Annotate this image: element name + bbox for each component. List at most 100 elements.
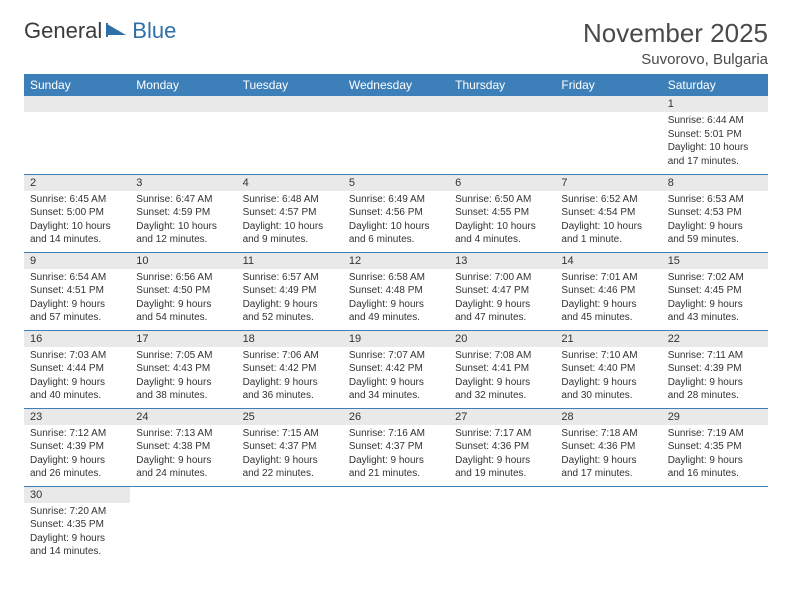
sunset-text: Sunset: 4:59 PM: [136, 206, 230, 220]
sunrise-text: Sunrise: 7:07 AM: [349, 349, 443, 363]
calendar-cell: 5Sunrise: 6:49 AMSunset: 4:56 PMDaylight…: [343, 174, 449, 252]
sunset-text: Sunset: 4:54 PM: [561, 206, 655, 220]
cell-details: Sunrise: 6:50 AMSunset: 4:55 PMDaylight:…: [449, 191, 555, 251]
daylight-text: Daylight: 9 hours and 17 minutes.: [561, 454, 655, 481]
sunset-text: Sunset: 4:36 PM: [455, 440, 549, 454]
sunrise-text: Sunrise: 6:44 AM: [668, 114, 762, 128]
day-number: 25: [237, 409, 343, 425]
calendar-cell: 13Sunrise: 7:00 AMSunset: 4:47 PMDayligh…: [449, 252, 555, 330]
calendar-cell-empty: [130, 96, 236, 174]
calendar-cell-empty: [237, 486, 343, 564]
calendar-cell: 15Sunrise: 7:02 AMSunset: 4:45 PMDayligh…: [662, 252, 768, 330]
calendar-cell: 30Sunrise: 7:20 AMSunset: 4:35 PMDayligh…: [24, 486, 130, 564]
day-header-row: SundayMondayTuesdayWednesdayThursdayFrid…: [24, 74, 768, 96]
day-number: 11: [237, 253, 343, 269]
cell-details: Sunrise: 6:48 AMSunset: 4:57 PMDaylight:…: [237, 191, 343, 251]
cell-details: Sunrise: 7:08 AMSunset: 4:41 PMDaylight:…: [449, 347, 555, 407]
day-number: 19: [343, 331, 449, 347]
day-number: 14: [555, 253, 661, 269]
sunset-text: Sunset: 4:44 PM: [30, 362, 124, 376]
cell-details: Sunrise: 7:01 AMSunset: 4:46 PMDaylight:…: [555, 269, 661, 329]
day-number: [237, 487, 343, 503]
sunrise-text: Sunrise: 7:13 AM: [136, 427, 230, 441]
daylight-text: Daylight: 9 hours and 16 minutes.: [668, 454, 762, 481]
daylight-text: Daylight: 9 hours and 47 minutes.: [455, 298, 549, 325]
day-number: 5: [343, 175, 449, 191]
sunset-text: Sunset: 4:42 PM: [349, 362, 443, 376]
logo-text-a: General: [24, 18, 102, 44]
day-number: 13: [449, 253, 555, 269]
daylight-text: Daylight: 9 hours and 38 minutes.: [136, 376, 230, 403]
daylight-text: Daylight: 10 hours and 1 minute.: [561, 220, 655, 247]
day-number: 9: [24, 253, 130, 269]
calendar-cell-empty: [130, 486, 236, 564]
cell-details: Sunrise: 7:19 AMSunset: 4:35 PMDaylight:…: [662, 425, 768, 485]
day-header: Friday: [555, 74, 661, 96]
daylight-text: Daylight: 9 hours and 52 minutes.: [243, 298, 337, 325]
sunset-text: Sunset: 4:48 PM: [349, 284, 443, 298]
daylight-text: Daylight: 9 hours and 14 minutes.: [30, 532, 124, 559]
logo-text-b: Blue: [132, 18, 176, 44]
cell-details: Sunrise: 6:54 AMSunset: 4:51 PMDaylight:…: [24, 269, 130, 329]
brand-logo: General Blue: [24, 18, 176, 44]
calendar-cell: 4Sunrise: 6:48 AMSunset: 4:57 PMDaylight…: [237, 174, 343, 252]
sunset-text: Sunset: 4:47 PM: [455, 284, 549, 298]
cell-details: Sunrise: 7:07 AMSunset: 4:42 PMDaylight:…: [343, 347, 449, 407]
sunset-text: Sunset: 4:37 PM: [243, 440, 337, 454]
day-number: 1: [662, 96, 768, 112]
sunset-text: Sunset: 5:01 PM: [668, 128, 762, 142]
calendar-cell-empty: [449, 486, 555, 564]
daylight-text: Daylight: 9 hours and 57 minutes.: [30, 298, 124, 325]
daylight-text: Daylight: 9 hours and 45 minutes.: [561, 298, 655, 325]
calendar-cell-empty: [555, 96, 661, 174]
daylight-text: Daylight: 9 hours and 49 minutes.: [349, 298, 443, 325]
sunset-text: Sunset: 4:55 PM: [455, 206, 549, 220]
cell-details: Sunrise: 6:52 AMSunset: 4:54 PMDaylight:…: [555, 191, 661, 251]
calendar-cell: 26Sunrise: 7:16 AMSunset: 4:37 PMDayligh…: [343, 408, 449, 486]
day-number: [130, 96, 236, 112]
daylight-text: Daylight: 9 hours and 59 minutes.: [668, 220, 762, 247]
calendar-cell: 2Sunrise: 6:45 AMSunset: 5:00 PMDaylight…: [24, 174, 130, 252]
cell-details: Sunrise: 7:06 AMSunset: 4:42 PMDaylight:…: [237, 347, 343, 407]
sunrise-text: Sunrise: 7:06 AM: [243, 349, 337, 363]
daylight-text: Daylight: 9 hours and 54 minutes.: [136, 298, 230, 325]
day-header: Saturday: [662, 74, 768, 96]
daylight-text: Daylight: 9 hours and 21 minutes.: [349, 454, 443, 481]
daylight-text: Daylight: 9 hours and 24 minutes.: [136, 454, 230, 481]
sunrise-text: Sunrise: 6:48 AM: [243, 193, 337, 207]
day-number: 18: [237, 331, 343, 347]
sunrise-text: Sunrise: 7:01 AM: [561, 271, 655, 285]
sunrise-text: Sunrise: 6:52 AM: [561, 193, 655, 207]
sunrise-text: Sunrise: 7:18 AM: [561, 427, 655, 441]
calendar-cell: 19Sunrise: 7:07 AMSunset: 4:42 PMDayligh…: [343, 330, 449, 408]
day-header: Sunday: [24, 74, 130, 96]
sunrise-text: Sunrise: 7:12 AM: [30, 427, 124, 441]
page-title: November 2025: [583, 18, 768, 49]
calendar-cell: 21Sunrise: 7:10 AMSunset: 4:40 PMDayligh…: [555, 330, 661, 408]
daylight-text: Daylight: 9 hours and 43 minutes.: [668, 298, 762, 325]
calendar-week: 2Sunrise: 6:45 AMSunset: 5:00 PMDaylight…: [24, 174, 768, 252]
calendar-cell: 6Sunrise: 6:50 AMSunset: 4:55 PMDaylight…: [449, 174, 555, 252]
day-number: 21: [555, 331, 661, 347]
sunset-text: Sunset: 4:53 PM: [668, 206, 762, 220]
sunrise-text: Sunrise: 7:02 AM: [668, 271, 762, 285]
daylight-text: Daylight: 9 hours and 28 minutes.: [668, 376, 762, 403]
day-number: [555, 96, 661, 112]
sunrise-text: Sunrise: 7:20 AM: [30, 505, 124, 519]
calendar-cell: 29Sunrise: 7:19 AMSunset: 4:35 PMDayligh…: [662, 408, 768, 486]
cell-details: Sunrise: 7:10 AMSunset: 4:40 PMDaylight:…: [555, 347, 661, 407]
sunrise-text: Sunrise: 7:16 AM: [349, 427, 443, 441]
cell-details: Sunrise: 6:49 AMSunset: 4:56 PMDaylight:…: [343, 191, 449, 251]
daylight-text: Daylight: 9 hours and 36 minutes.: [243, 376, 337, 403]
day-number: 28: [555, 409, 661, 425]
day-number: [343, 487, 449, 503]
cell-details: Sunrise: 7:12 AMSunset: 4:39 PMDaylight:…: [24, 425, 130, 485]
calendar-cell: 10Sunrise: 6:56 AMSunset: 4:50 PMDayligh…: [130, 252, 236, 330]
sunset-text: Sunset: 4:40 PM: [561, 362, 655, 376]
day-number: 29: [662, 409, 768, 425]
calendar-cell-empty: [662, 486, 768, 564]
daylight-text: Daylight: 9 hours and 26 minutes.: [30, 454, 124, 481]
sunset-text: Sunset: 5:00 PM: [30, 206, 124, 220]
cell-details: Sunrise: 7:16 AMSunset: 4:37 PMDaylight:…: [343, 425, 449, 485]
sunrise-text: Sunrise: 7:08 AM: [455, 349, 549, 363]
